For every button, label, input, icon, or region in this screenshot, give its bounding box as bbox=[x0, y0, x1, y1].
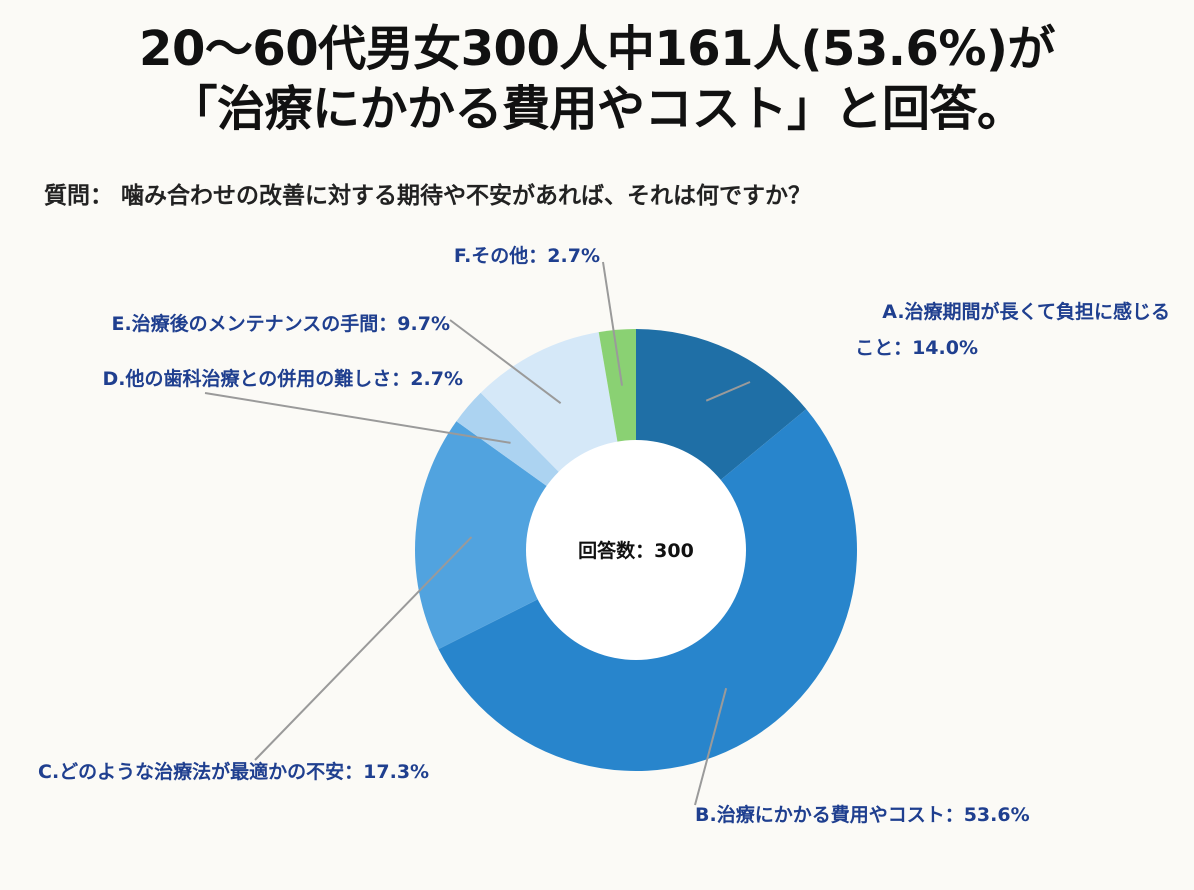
label-b: B.治療にかかる費用やコスト：53.6% bbox=[695, 803, 1030, 826]
donut-hole bbox=[526, 440, 746, 660]
slice-c bbox=[415, 421, 636, 650]
leader-line-d bbox=[204, 392, 511, 444]
label-d: D.他の歯科治療との併用の難しさ：2.7% bbox=[103, 367, 464, 390]
chart-title-line2: 「治療にかかる費用やコスト」と回答。 bbox=[169, 81, 1025, 137]
question-text: 質問： 噛み合わせの改善に対する期待や不安があれば、それは何ですか？ bbox=[44, 183, 812, 209]
center-label: 回答数：300 bbox=[578, 539, 694, 562]
label-c: C.どのような治療法が最適かの不安：17.3% bbox=[38, 760, 429, 783]
leader-line-e bbox=[449, 319, 562, 405]
label-a: A.治療期間が長くて負担に感じる bbox=[882, 300, 1170, 323]
leader-line-a bbox=[705, 381, 751, 402]
leader-line-b bbox=[694, 687, 728, 806]
label-f: F.その他：2.7% bbox=[454, 244, 600, 267]
chart-title-line1: 20〜60代男女300人中161人(53.6%)が bbox=[139, 21, 1055, 77]
leader-line-f bbox=[602, 261, 624, 386]
leader-line-c bbox=[254, 536, 473, 761]
label-a-line2: こと：14.0% bbox=[855, 337, 978, 359]
label-e: E.治療後のメンテナンスの手間：9.7% bbox=[111, 312, 450, 335]
